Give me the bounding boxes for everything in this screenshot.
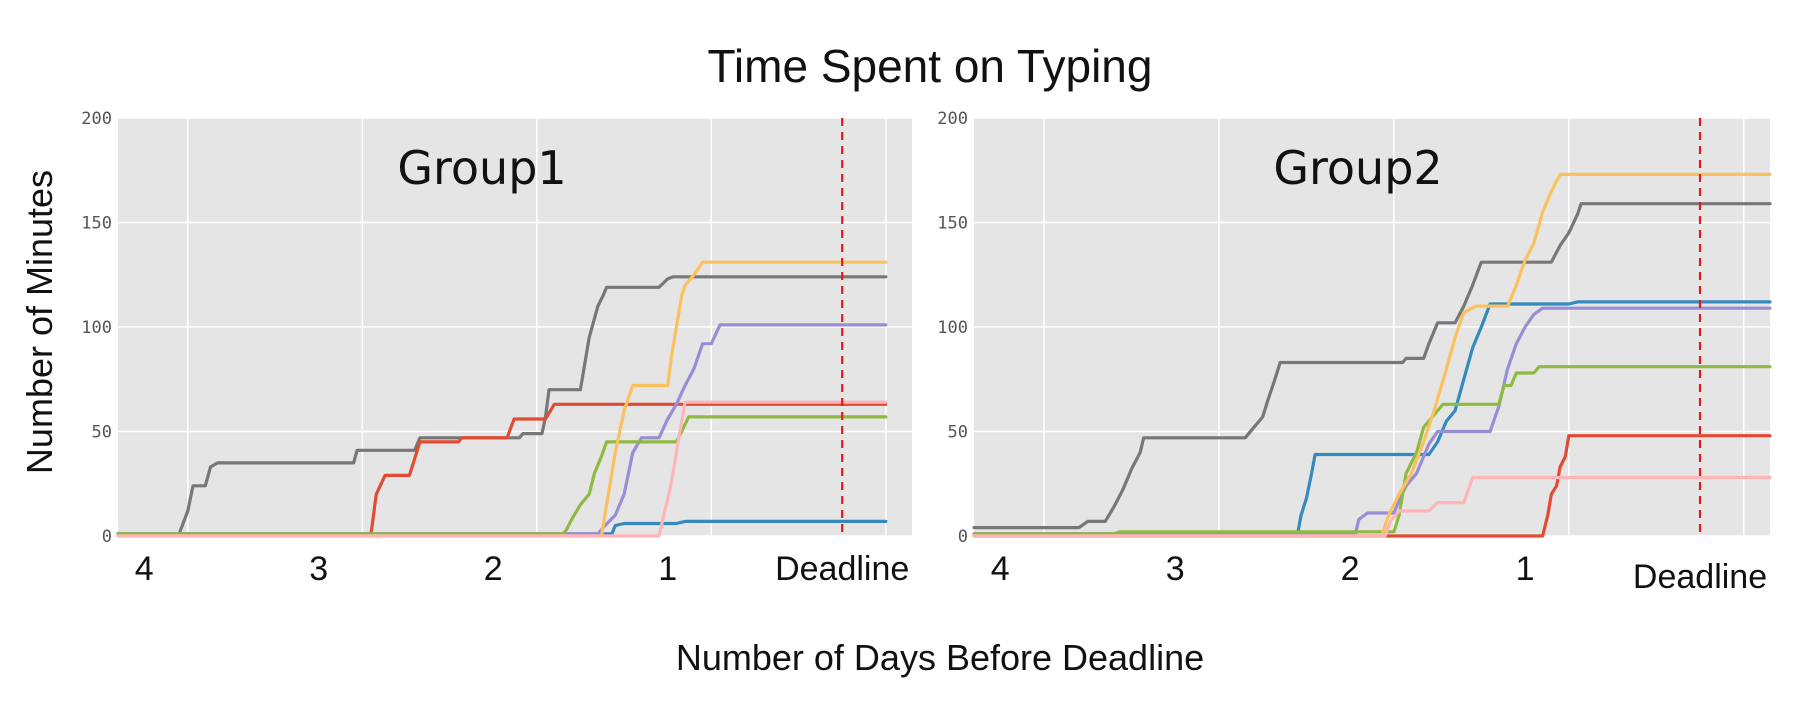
series-line-gray — [116, 275, 888, 536]
panel-group1: 0 50 100 150 200 4 3 2 1 Deadline Group1 — [81, 109, 912, 588]
series-line-purple — [972, 306, 1772, 536]
panel-label: Group1 — [397, 141, 566, 195]
x-tick-label: 3 — [309, 550, 328, 588]
y-tick-label: 50 — [948, 423, 968, 443]
series-line-red — [116, 402, 888, 536]
y-tick-label: 100 — [81, 318, 112, 338]
x-tick-label: 2 — [1341, 550, 1360, 588]
series-line-yellow — [972, 172, 1772, 538]
y-tick-label: 150 — [81, 214, 112, 234]
x-tick-label-deadline: Deadline — [775, 550, 909, 588]
series-line-gray — [972, 202, 1772, 530]
series-line-pink — [972, 475, 1772, 538]
figure-title: Time Spent on Typing — [708, 40, 1153, 92]
x-tick-label: 2 — [484, 550, 503, 588]
y-tick-label: 200 — [937, 109, 968, 129]
x-tick-label: 4 — [991, 550, 1010, 588]
y-tick-label: 100 — [937, 318, 968, 338]
series-line-blue — [116, 519, 888, 536]
y-axis-title: Number of Minutes — [19, 170, 60, 474]
x-axis-title: Number of Days Before Deadline — [676, 637, 1204, 678]
series-line-green — [116, 415, 888, 536]
panel-label: Group2 — [1273, 141, 1442, 195]
y-tick-label: 200 — [81, 109, 112, 129]
series-line-purple — [116, 323, 888, 536]
x-tick-label: 1 — [658, 550, 677, 588]
y-tick-label: 0 — [102, 527, 112, 547]
x-tick-label: 1 — [1516, 550, 1535, 588]
series-line-pink — [116, 400, 888, 538]
series-line-yellow — [116, 260, 888, 538]
x-tick-label: 3 — [1166, 550, 1185, 588]
y-tick-label: 0 — [958, 527, 968, 547]
x-tick-label: 4 — [135, 550, 154, 588]
y-tick-label: 50 — [92, 423, 112, 443]
series-line-red — [972, 434, 1772, 538]
y-tick-label: 150 — [937, 214, 968, 234]
panel-group2: 0 50 100 150 200 4 3 2 1 Deadline Group2 — [937, 109, 1772, 596]
x-tick-label-deadline: Deadline — [1633, 558, 1767, 596]
series-line-blue — [972, 300, 1772, 536]
